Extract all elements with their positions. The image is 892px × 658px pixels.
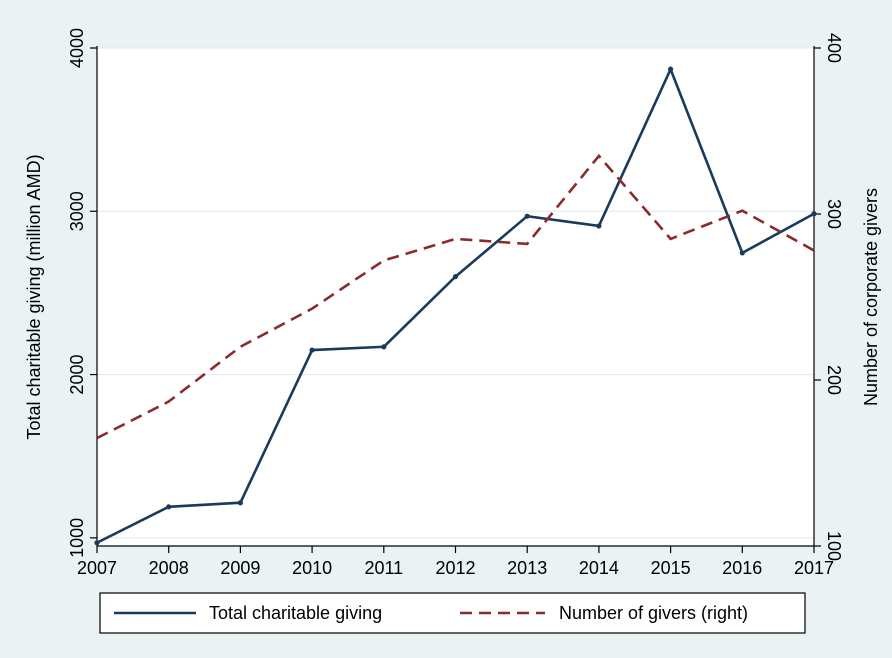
x-axis-tick-label: 2011 <box>364 558 403 578</box>
right-axis-tick-label: 200 <box>824 365 844 395</box>
x-axis-tick-label: 2013 <box>507 558 547 578</box>
data-point <box>596 223 602 229</box>
data-point <box>739 250 745 256</box>
legend: Total charitable giving Number of givers… <box>99 592 806 634</box>
x-axis-tick-label: 2009 <box>220 558 260 578</box>
data-point <box>309 347 315 353</box>
x-axis-tick-label: 2007 <box>77 558 117 578</box>
data-point <box>668 66 674 72</box>
series-line-number-of-givers <box>96 153 815 440</box>
x-axis-tick-label: 2016 <box>722 558 762 578</box>
data-point <box>166 504 172 510</box>
plot-area <box>97 48 814 546</box>
data-point <box>94 540 100 546</box>
x-axis-tick-label: 2014 <box>579 558 619 578</box>
x-axis-tick-label: 2017 <box>794 558 834 578</box>
data-point <box>381 344 387 350</box>
left-axis-tick-label: 2000 <box>67 355 87 395</box>
left-axis-title: Total charitable giving (million AMD) <box>24 154 44 439</box>
right-axis-tick-label: 300 <box>824 199 844 229</box>
series-layer <box>94 65 817 546</box>
data-point <box>524 213 530 219</box>
legend-label-number-of-givers: Number of givers (right) <box>559 603 748 623</box>
data-point <box>452 273 459 280</box>
x-axis-tick-label: 2012 <box>435 558 475 578</box>
left-axis-tick-label: 1000 <box>67 518 87 558</box>
left-axis-tick-label: 4000 <box>67 28 87 68</box>
data-point <box>237 500 243 506</box>
legend-label-total-giving: Total charitable giving <box>209 603 382 623</box>
right-axis-title: Number of corporate givers <box>861 188 881 406</box>
x-axis-tick-label: 2010 <box>292 558 332 578</box>
left-axis-tick-label: 3000 <box>67 191 87 231</box>
x-axis-tick-label: 2008 <box>149 558 189 578</box>
legend-box <box>99 592 806 634</box>
right-axis-tick-label: 400 <box>824 33 844 63</box>
data-point <box>811 211 817 217</box>
right-axis-tick-label: 100 <box>824 531 844 561</box>
x-axis-tick-label: 2015 <box>651 558 691 578</box>
grid-layer <box>97 47 814 539</box>
axis-layer: 1000 2000 3000 4000 100 200 300 400 2007 2008 2009… <box>67 28 844 578</box>
